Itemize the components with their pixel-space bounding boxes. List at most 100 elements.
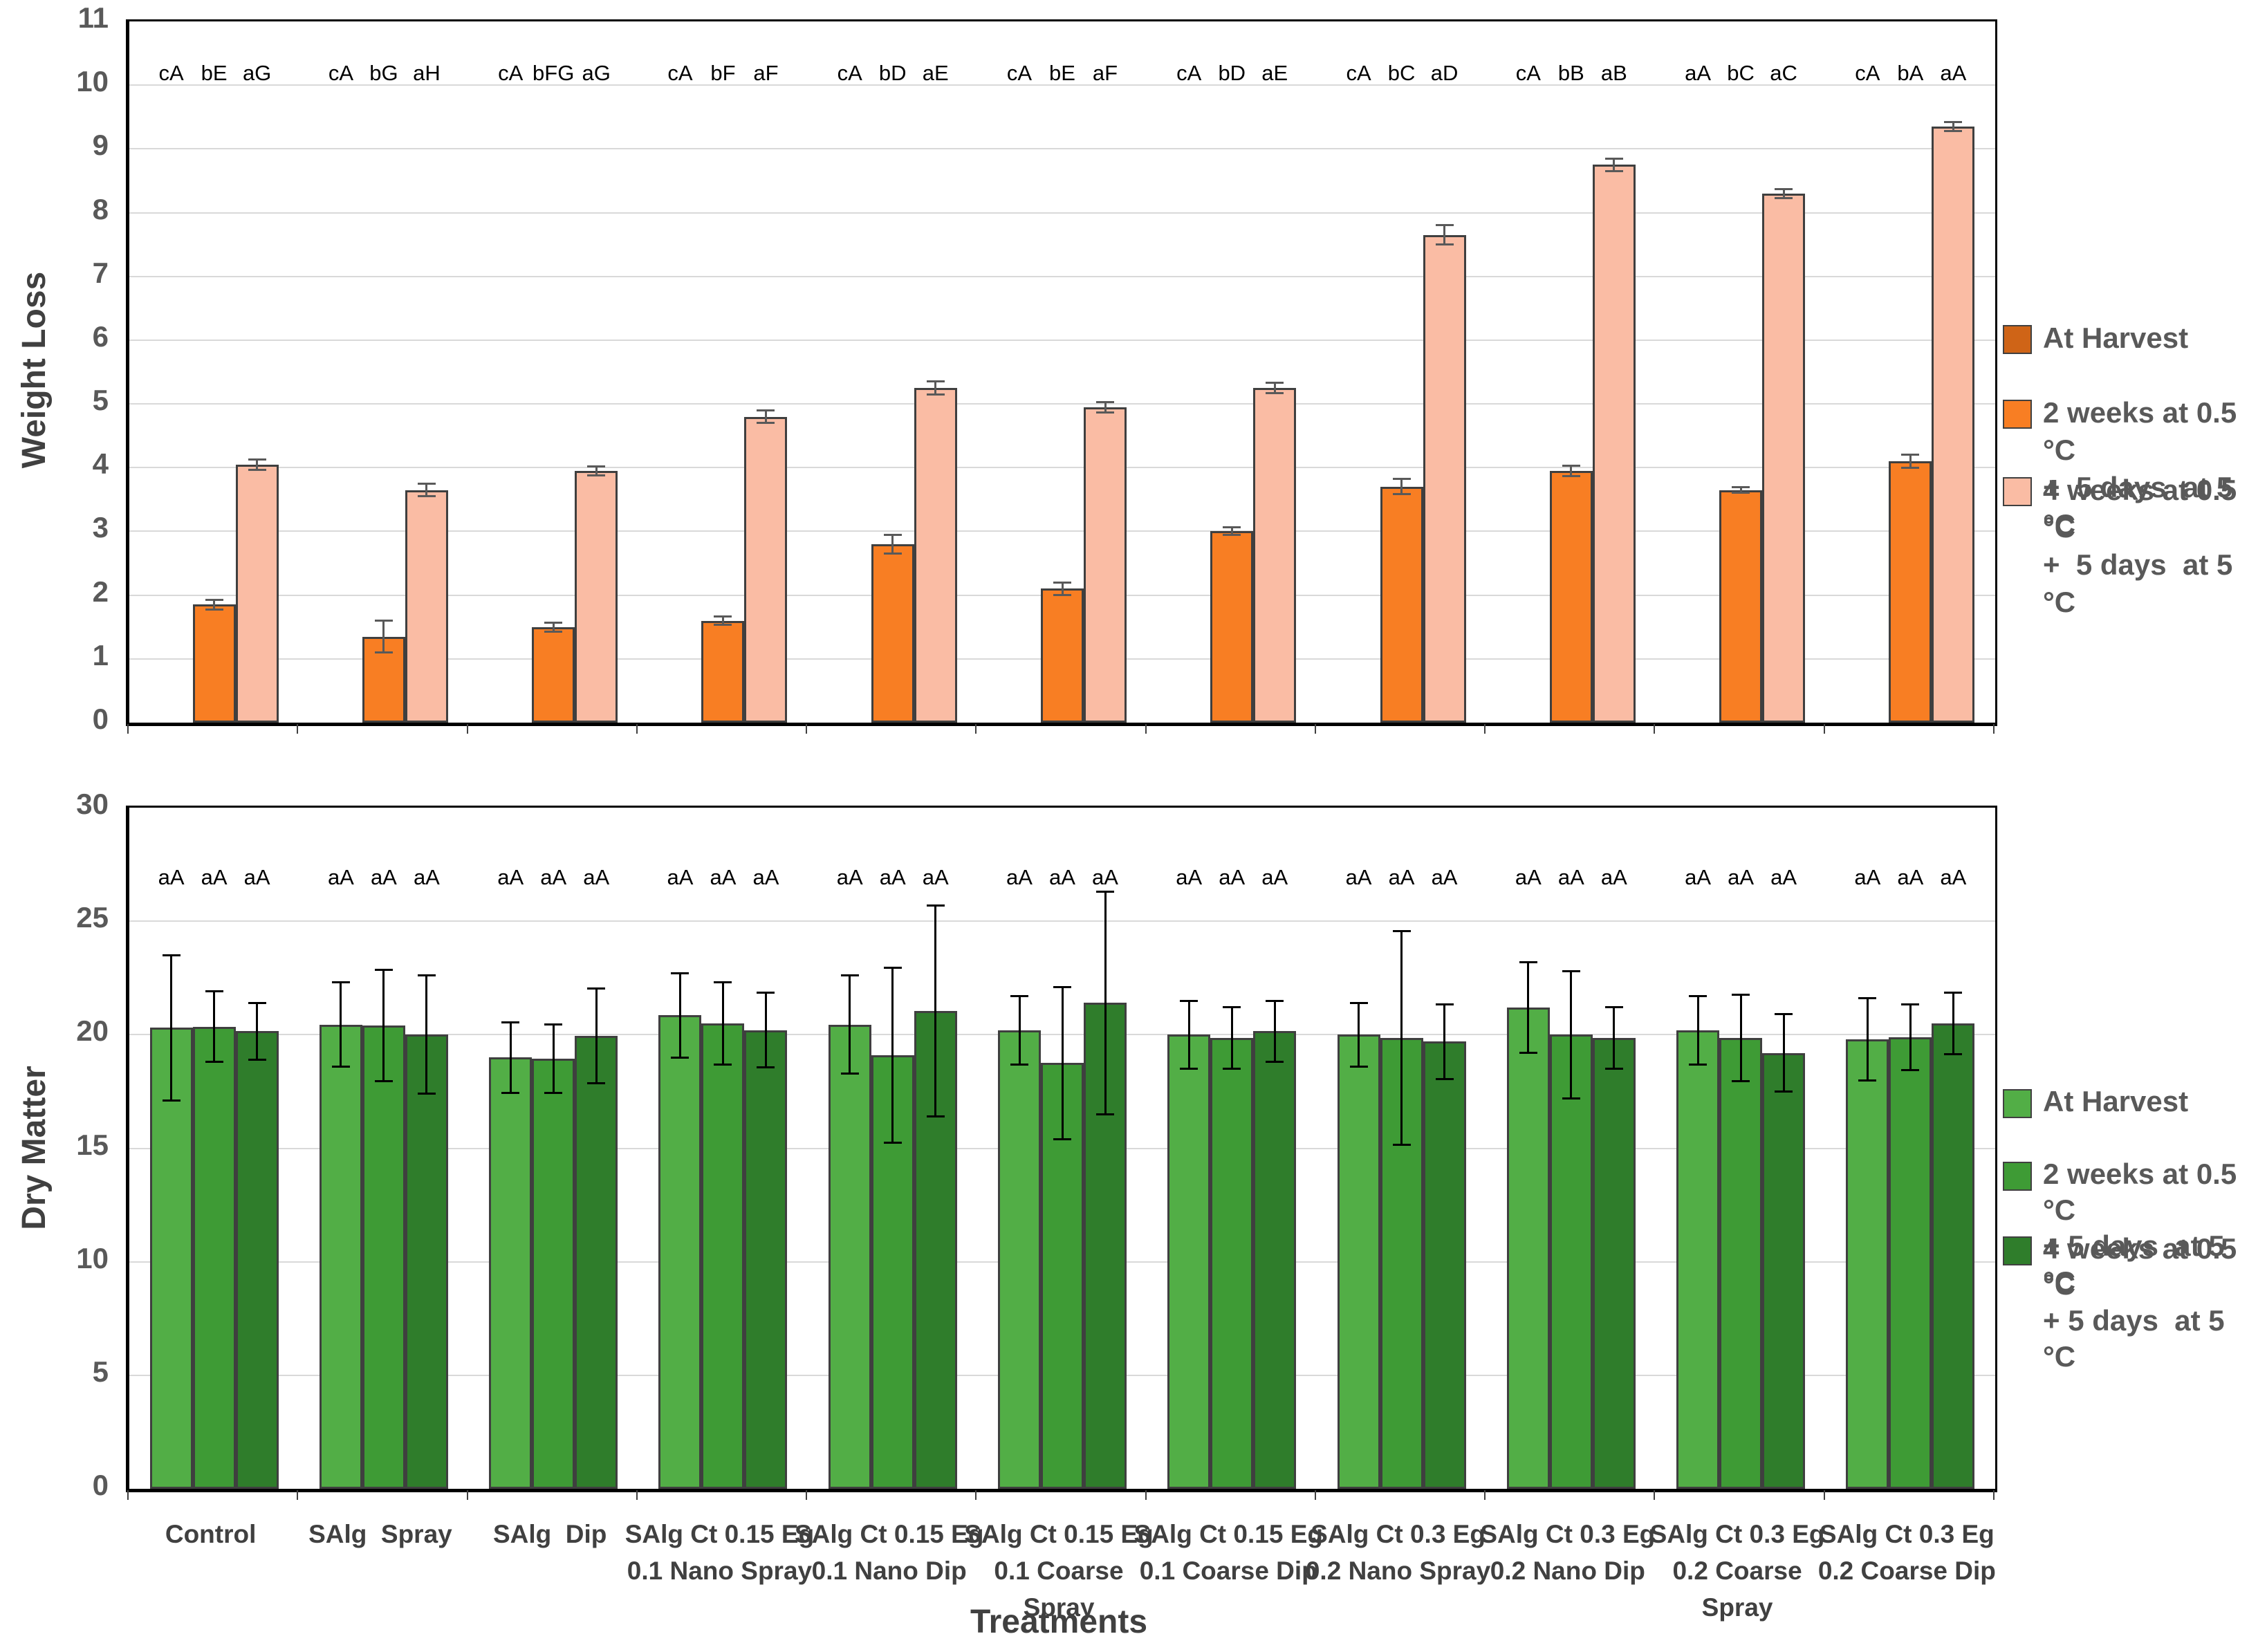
error-bar-cap bbox=[1775, 1090, 1793, 1093]
bar bbox=[1380, 486, 1423, 723]
bar bbox=[362, 1025, 405, 1489]
error-bar-cap bbox=[1053, 594, 1071, 597]
error-bar bbox=[1739, 487, 1742, 493]
bar bbox=[828, 1024, 871, 1489]
legend-item: 4 weeks at 0.5 °C + 5 days at 5 °C bbox=[2003, 1231, 2258, 1375]
error-bar bbox=[1230, 527, 1233, 535]
bar bbox=[1846, 1039, 1889, 1489]
x-category-label: SAlg Ct 0.3 Eg 0.2 Nano Spray bbox=[1305, 1520, 1491, 1585]
y-tick-label: 5 bbox=[92, 384, 109, 417]
error-bar bbox=[1018, 996, 1021, 1065]
error-bar-cap bbox=[757, 1066, 775, 1069]
sig-letters: aD bbox=[1430, 61, 1459, 85]
error-bar bbox=[1230, 1007, 1233, 1069]
error-bar bbox=[1104, 891, 1107, 1115]
sig-letters: aA bbox=[1557, 865, 1584, 889]
error-bar bbox=[1273, 382, 1276, 393]
x-axis-tick bbox=[1314, 1490, 1316, 1500]
y-tick-label: 0 bbox=[92, 703, 109, 735]
sig-letters: aA bbox=[1345, 865, 1372, 889]
sig-letters: aA bbox=[497, 865, 524, 889]
x-axis-tick bbox=[806, 1490, 808, 1500]
sig-letters: bC bbox=[1727, 61, 1755, 85]
x-axis-tick bbox=[297, 724, 299, 734]
y-tick-label: 4 bbox=[92, 447, 109, 481]
legend-label: At Harvest bbox=[2043, 322, 2189, 354]
bar bbox=[1423, 1041, 1466, 1489]
bar bbox=[405, 490, 448, 723]
error-bar-cap bbox=[248, 1001, 266, 1004]
sig-letters: cA bbox=[667, 61, 693, 85]
sig-letters: aA bbox=[1685, 61, 1712, 85]
error-bar bbox=[1358, 1003, 1360, 1067]
error-bar-cap bbox=[544, 1023, 563, 1026]
error-bar-cap bbox=[1053, 985, 1071, 988]
sig-letters: aA bbox=[540, 865, 567, 889]
x-axis-tick bbox=[636, 724, 638, 734]
gridline bbox=[129, 212, 1995, 214]
bar bbox=[998, 1030, 1041, 1489]
error-bar-cap bbox=[714, 1063, 732, 1066]
error-bar bbox=[1104, 402, 1107, 413]
error-bar bbox=[934, 381, 937, 395]
error-bar bbox=[1570, 465, 1573, 476]
sig-letters: bFG bbox=[533, 61, 575, 85]
error-bar-cap bbox=[417, 974, 436, 977]
x-category-label: SAlg Ct 0.15 Eg 0.1 Coarse Dip bbox=[1133, 1520, 1323, 1585]
sig-letters: aA bbox=[879, 865, 906, 889]
legend-swatch bbox=[2003, 477, 2032, 506]
error-bar-cap bbox=[162, 1099, 181, 1102]
error-bar bbox=[1400, 479, 1403, 494]
error-bar-cap bbox=[1775, 196, 1793, 199]
error-bar-cap bbox=[587, 474, 606, 476]
gridline bbox=[129, 467, 1995, 469]
sig-letters: aA bbox=[1431, 865, 1458, 889]
x-axis-tick bbox=[1993, 1490, 1995, 1500]
error-bar-cap bbox=[501, 1091, 520, 1094]
x-axis-tick bbox=[1145, 1490, 1147, 1500]
error-bar-cap bbox=[1435, 1003, 1454, 1005]
error-bar-cap bbox=[1223, 1068, 1241, 1070]
error-bar-cap bbox=[1096, 411, 1114, 414]
x-axis-tick bbox=[127, 724, 129, 734]
bar bbox=[1889, 461, 1932, 723]
y-tick-label: 15 bbox=[76, 1128, 109, 1161]
y-tick-label: 20 bbox=[76, 1014, 109, 1048]
error-bar-cap bbox=[671, 972, 690, 975]
error-bar-cap bbox=[1944, 992, 1963, 994]
error-bar-cap bbox=[1180, 999, 1199, 1002]
error-bar-cap bbox=[374, 1080, 393, 1083]
bar bbox=[192, 1026, 236, 1489]
error-bar-cap bbox=[1096, 890, 1114, 893]
x-axis-title: Treatments bbox=[970, 1604, 1148, 1640]
y-tick-label: 11 bbox=[77, 1, 109, 34]
gridline bbox=[129, 403, 1995, 405]
error-bar-cap bbox=[1266, 382, 1284, 384]
bar bbox=[658, 1015, 702, 1489]
legend-swatch bbox=[2003, 1162, 2032, 1191]
sig-letters: aA bbox=[752, 865, 779, 889]
error-bar-cap bbox=[757, 409, 775, 411]
bar bbox=[1084, 407, 1127, 723]
sig-letters: aG bbox=[242, 61, 272, 85]
y-tick-label: 7 bbox=[92, 256, 109, 289]
error-bar bbox=[1061, 987, 1064, 1140]
error-bar-cap bbox=[1010, 995, 1028, 998]
error-bar bbox=[1866, 998, 1869, 1080]
sig-letters: aA bbox=[1685, 865, 1712, 889]
sig-letters: bD bbox=[878, 61, 907, 85]
error-bar bbox=[1613, 1007, 1616, 1069]
gridline bbox=[129, 920, 1995, 922]
bar bbox=[319, 1024, 362, 1489]
y-tick-label: 30 bbox=[76, 788, 109, 820]
x-category-label: SAlg Ct 0.3 Eg 0.2 Nano Dip bbox=[1480, 1520, 1656, 1585]
sig-letters: aA bbox=[243, 865, 270, 889]
legend-swatch bbox=[2003, 400, 2032, 429]
x-axis-tick bbox=[466, 1490, 468, 1500]
error-bar bbox=[1400, 931, 1403, 1145]
error-bar-cap bbox=[1775, 187, 1793, 190]
gridline bbox=[129, 339, 1995, 341]
error-bar-cap bbox=[1096, 400, 1114, 403]
y-tick-label: 10 bbox=[76, 1241, 109, 1274]
error-bar-cap bbox=[1901, 1068, 1920, 1071]
